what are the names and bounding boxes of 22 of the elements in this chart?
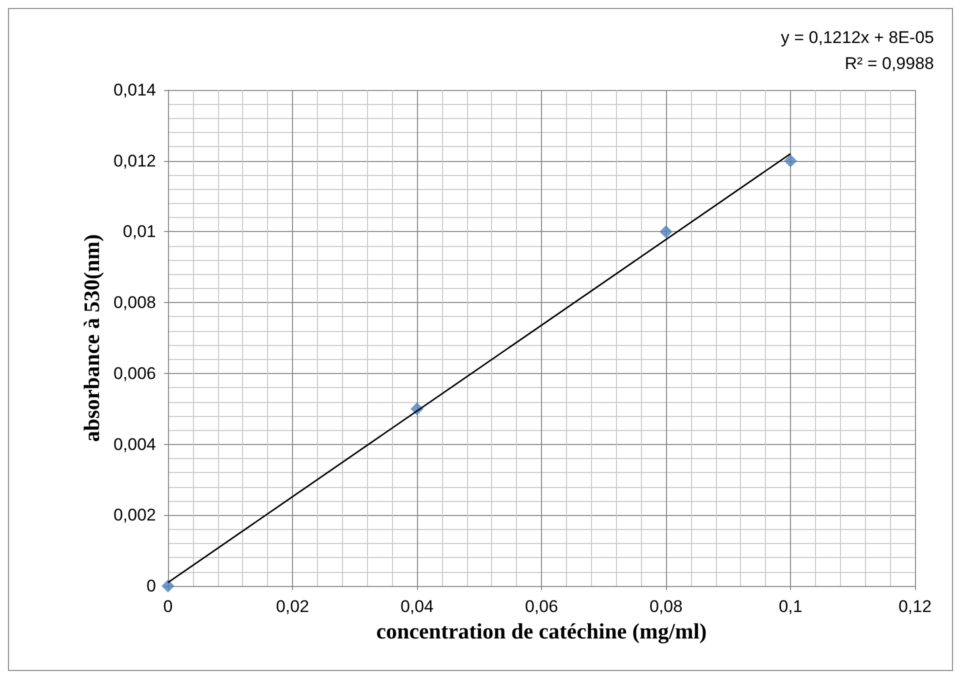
x-tick-label: 0,06 bbox=[524, 597, 558, 616]
y-tick-label: 0 bbox=[146, 576, 156, 596]
y-tick-label: 0,008 bbox=[113, 293, 156, 312]
y-axis-title: absorbance à 530(nm) bbox=[79, 234, 104, 442]
y-tick-label: 0,012 bbox=[113, 151, 156, 170]
x-axis-title: concentration de catéchine (mg/ml) bbox=[376, 618, 707, 644]
y-tick-label: 0,006 bbox=[113, 364, 156, 383]
point bbox=[162, 580, 174, 592]
x-tick-label: 0,12 bbox=[898, 597, 932, 616]
point bbox=[660, 225, 672, 238]
point bbox=[784, 154, 797, 168]
x-tick-label: 0,08 bbox=[649, 597, 683, 616]
y-tick-label: 0,014 bbox=[113, 80, 156, 100]
x-tick-label: 0 bbox=[163, 597, 173, 616]
y-tick-label: 0,01 bbox=[122, 222, 156, 242]
y-tick-label: 0,002 bbox=[113, 506, 156, 525]
y-tick-label: 0,004 bbox=[113, 434, 156, 454]
x-tick-label: 0,02 bbox=[276, 597, 310, 616]
x-tick-label: 0,04 bbox=[400, 597, 434, 616]
x-tick-label: 0,1 bbox=[778, 597, 802, 616]
text: R² = 0,9988 bbox=[844, 54, 934, 73]
text: y = 0,1212x + 8E-05 bbox=[780, 28, 934, 47]
